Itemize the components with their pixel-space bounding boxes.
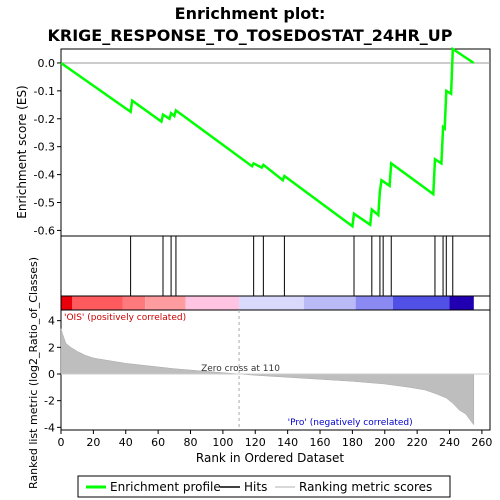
es-tick-label: -0.3 [34,141,55,154]
es-axis-label: Enrichment score (ES) [15,85,29,218]
heatmap-band [72,296,123,310]
x-tick-label: 80 [184,436,198,449]
es-tick-label: 0.0 [38,57,56,70]
legend-frame [77,475,451,498]
metric-area [60,328,475,426]
legend-entry: Ranking metric scores [299,480,432,494]
x-axis-label: Rank in Ordered Dataset [196,451,344,465]
x-tick-label: 0 [58,436,65,449]
es-tick-label: -0.4 [34,169,55,182]
heatmap-band [239,296,304,310]
x-tick-label: 220 [407,436,428,449]
legend: Enrichment profile Hits Ranking metric sco… [77,475,451,498]
heatmap-band [355,296,393,310]
metric-tick-label: 2 [48,341,55,354]
metric-tick-label: -4 [44,421,55,434]
es-tick-label: -0.1 [34,85,55,98]
heatmap-band [122,296,146,310]
x-tick-label: 160 [310,436,331,449]
heatmap-band [392,296,450,310]
es-frame [60,48,491,237]
legend-entry: Hits [244,480,267,494]
x-tick-label: 260 [471,436,492,449]
heatmap-panel [60,295,491,311]
x-tick-label: 120 [245,436,266,449]
heatmap-band [61,296,73,310]
x-tick-label: 240 [439,436,460,449]
heatmap-band [145,296,186,310]
chart-title-line1: Enrichment plot: [175,4,326,23]
legend-entry: Enrichment profile [110,480,221,494]
es-tick-label: -0.6 [34,224,55,237]
metric-tick-label: -2 [44,395,55,408]
chart-title-line2: KRIGE_RESPONSE_TO_TOSEDOSTAT_24HR_UP [48,26,453,45]
hits-frame [60,235,491,297]
x-tick-label: 20 [86,436,100,449]
heatmap-band [185,296,240,310]
metric-tick-label: 4 [48,315,55,328]
x-tick-label: 100 [212,436,233,449]
heatmap-band [449,296,474,310]
x-tick-label: 140 [277,436,298,449]
x-tick-label: 200 [374,436,395,449]
es-tick-label: -0.2 [34,113,55,126]
es-panel: 0.0 -0.1 -0.2 -0.3 -0.4 -0.5 -0.6 [34,46,491,237]
metric-tick-label: 0 [48,368,55,381]
positive-label: 'OIS' (positively correlated) [64,313,186,323]
hits-panel [60,235,491,297]
heatmap-band [303,296,356,310]
x-tick-label: 60 [151,436,165,449]
metric-axis-label: Ranked list metric (log2_Ratio_of_Classe… [27,257,40,489]
negative-label: 'Pro' (negatively correlated) [288,418,413,428]
metric-panel: Zero cross at 110 'OIS' (positively corre… [44,309,492,449]
zero-cross-label: Zero cross at 110 [201,364,280,374]
x-tick-label: 180 [342,436,363,449]
es-tick-label: -0.5 [34,197,55,210]
x-tick-label: 40 [119,436,133,449]
es-profile-line [60,46,475,229]
